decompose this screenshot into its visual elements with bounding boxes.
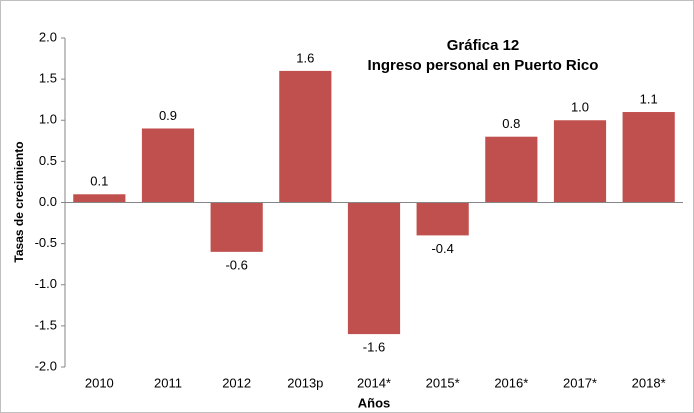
data-label: 1.0	[571, 100, 589, 115]
x-tick-label: 2015*	[426, 375, 460, 390]
chart-subtitle: Ingreso personal en Puerto Rico	[368, 57, 599, 74]
bar	[210, 202, 263, 252]
x-tick-label: 2016*	[494, 375, 528, 390]
data-label: 0.9	[159, 108, 177, 123]
y-tick-label: 1.5	[39, 71, 57, 86]
x-tick-label: 2017*	[563, 375, 597, 390]
data-label: 1.6	[296, 50, 314, 65]
x-axis-label: Años	[358, 395, 391, 410]
x-tick-label: 2018*	[632, 375, 666, 390]
y-tick-label: 0.0	[39, 194, 57, 209]
bar	[553, 120, 607, 203]
data-label: -0.4	[431, 241, 453, 256]
x-tick-label: 2012	[222, 375, 251, 390]
y-tick-label: 0.5	[39, 153, 57, 168]
bar	[73, 194, 126, 203]
bar	[347, 202, 401, 335]
bar	[485, 136, 538, 203]
x-tick-label: 2010	[85, 375, 114, 390]
y-axis-label: Tasas de crecimiento	[12, 141, 26, 262]
y-tick-label: -1.5	[35, 317, 57, 332]
data-label: 0.8	[502, 116, 520, 131]
x-tick-label: 2011	[154, 375, 182, 390]
data-label: 0.1	[90, 174, 108, 189]
x-tick-label: 2013p	[287, 375, 323, 390]
chart-title: Gráfica 12	[447, 37, 520, 54]
data-label: 1.1	[640, 91, 658, 106]
bar	[416, 202, 469, 236]
bar	[279, 70, 332, 203]
data-label: -1.6	[363, 340, 385, 355]
bar	[622, 112, 675, 203]
y-tick-label: -0.5	[35, 235, 57, 250]
y-tick-label: 2.0	[39, 29, 57, 44]
x-tick-label: 2014*	[357, 375, 391, 390]
y-tick-label: 1.0	[39, 112, 57, 127]
y-tick-label: -1.0	[35, 276, 57, 291]
data-label: -0.6	[225, 257, 247, 272]
y-tick-label: -2.0	[35, 358, 57, 373]
bar	[141, 128, 195, 203]
